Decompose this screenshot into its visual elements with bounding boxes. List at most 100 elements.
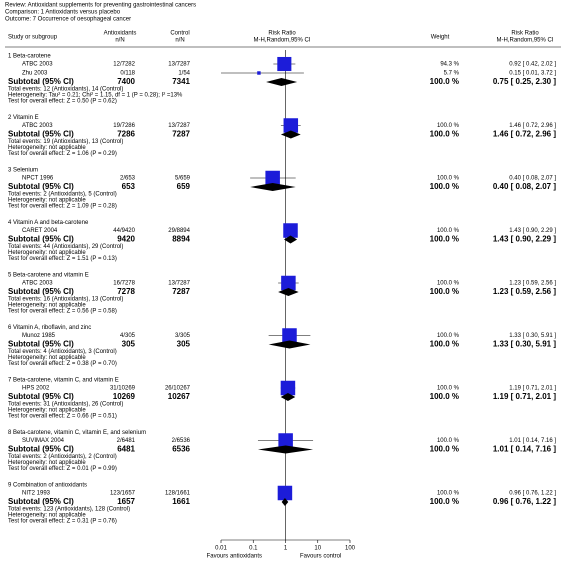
control-events: 13/7287 [168, 123, 190, 129]
group-note: Total events: 44 (Antioxidants), 29 (Con… [8, 244, 123, 250]
subtotal-diamond [266, 78, 298, 86]
group-note: Heterogeneity: not applicable [8, 460, 86, 466]
treatment-events: 12/7282 [113, 62, 135, 68]
study-name: NIT2 1993 [22, 491, 51, 497]
group-title: 6 Vitamin A, riboflavin, and zinc [8, 325, 91, 331]
group-note: Heterogeneity: Tau² = 0.21; Chi² = 1.15,… [8, 93, 183, 99]
group-note: Test for overall effect: Z = 0.56 (P = 0… [8, 309, 117, 315]
study-name: ATBC 2003 [22, 281, 53, 287]
group-note: Heterogeneity: not applicable [8, 355, 86, 361]
group-note: Test for overall effect: Z = 1.06 (P = 0… [8, 151, 117, 157]
subtotal-label: Subtotal (95% CI) [8, 340, 74, 349]
group-note: Total events: 4 (Antioxidants), 3 (Contr… [8, 349, 117, 355]
group-note: Total events: 16 (Antioxidants), 13 (Con… [8, 297, 123, 303]
study-square [283, 223, 298, 238]
study-ci: 1.01 [ 0.14, 7.16 ] [509, 438, 556, 444]
group-note: Heterogeneity: not applicable [8, 145, 86, 151]
study-name: ATBC 2003 [22, 123, 53, 129]
group-note: Total events: 12 (Antioxidants), 14 (Con… [8, 87, 123, 93]
study-ci: 1.46 [ 0.72, 2.96 ] [509, 123, 556, 129]
study-square [278, 433, 293, 448]
column-header: Risk Ratio [511, 31, 539, 37]
subtotal-weight: 100.0 % [430, 235, 459, 244]
subtotal-treatment: 305 [122, 340, 136, 349]
subtotal-weight: 100.0 % [430, 445, 459, 454]
study-name: HPS 2002 [22, 386, 50, 392]
subtotal-weight: 100.0 % [430, 287, 459, 296]
group-note: Heterogeneity: not applicable [8, 513, 86, 519]
study-weight: 100.0 % [437, 438, 460, 444]
study-name: SUVIMAX 2004 [22, 438, 65, 444]
subtotal-control: 7287 [172, 287, 190, 296]
treatment-events: 0/118 [120, 71, 135, 77]
study-name: ATBC 2003 [22, 62, 53, 68]
favours-label: Favours antioxidants [207, 554, 262, 560]
group-note: Total events: 2 (Antioxidants), 5 (Contr… [8, 192, 117, 198]
control-events: 13/7287 [168, 281, 190, 287]
x-tick-label: 0.1 [249, 546, 258, 552]
favours-label: Favours control [300, 554, 341, 560]
study-name: CARET 2004 [22, 228, 58, 234]
column-header: Weight [431, 35, 450, 41]
group-title: 8 Beta-carotene, vitamin C, vitamin E, a… [8, 430, 146, 436]
subtotal-label: Subtotal (95% CI) [8, 445, 74, 454]
column-header: Control [170, 31, 189, 37]
group-note: Test for overall effect: Z = 0.01 (P = 0… [8, 466, 117, 472]
group-note: Total events: 2 (Antioxidants), 2 (Contr… [8, 454, 117, 460]
control-events: 3/305 [175, 333, 191, 339]
subtotal-control: 6536 [172, 445, 190, 454]
column-header: n/N [115, 38, 124, 44]
subtotal-control: 1661 [172, 497, 190, 506]
study-ci: 1.33 [ 0.30, 5.91 ] [509, 333, 556, 339]
group-note: Total events: 19 (Antioxidants), 13 (Con… [8, 139, 123, 145]
control-events: 5/659 [175, 176, 191, 182]
group-note: Heterogeneity: not applicable [8, 303, 86, 309]
subtotal-label: Subtotal (95% CI) [8, 392, 74, 401]
subtotal-treatment: 7400 [117, 77, 135, 86]
study-ci: 1.19 [ 0.71, 2.01 ] [509, 386, 556, 392]
subtotal-diamond [250, 183, 296, 191]
column-header: n/N [175, 38, 184, 44]
group-title: 1 Beta-carotene [8, 54, 51, 60]
header-line: Outcome: 7 Occurrence of oesophageal can… [5, 17, 131, 23]
subtotal-diamond [257, 445, 314, 454]
subtotal-control: 305 [177, 340, 191, 349]
subtotal-treatment: 7278 [117, 287, 135, 296]
study-ci: 1.23 [ 0.59, 2.56 ] [509, 281, 556, 287]
column-header: M-H,Random,95% CI [496, 38, 553, 44]
subtotal-weight: 100.0 % [430, 497, 459, 506]
treatment-events: 31/10269 [110, 386, 136, 392]
study-weight: 100.0 % [437, 491, 460, 497]
treatment-events: 19/7286 [113, 123, 135, 129]
subtotal-control: 8894 [172, 235, 190, 244]
subtotal-diamond [278, 288, 299, 296]
subtotal-ci: 1.46 [ 0.72, 2.96 ] [493, 130, 556, 139]
study-weight: 100.0 % [437, 281, 460, 287]
subtotal-label: Subtotal (95% CI) [8, 130, 74, 139]
group-note: Heterogeneity: not applicable [8, 198, 86, 204]
study-square [277, 56, 292, 72]
study-square [257, 71, 261, 75]
study-ci: 0.92 [ 0.42, 2.02 ] [509, 62, 556, 68]
treatment-events: 16/7278 [113, 281, 135, 287]
treatment-events: 4/305 [120, 333, 136, 339]
subtotal-ci: 0.40 [ 0.08, 2.07 ] [493, 182, 556, 191]
group-note: Test for overall effect: Z = 0.50 (P = 0… [8, 99, 117, 105]
study-weight: 94.3 % [440, 62, 459, 68]
column-header: Study or subgroup [8, 35, 58, 41]
subtotal-label: Subtotal (95% CI) [8, 235, 74, 244]
subtotal-weight: 100.0 % [430, 392, 459, 401]
subtotal-ci: 0.75 [ 0.25, 2.30 ] [493, 77, 556, 86]
study-weight: 100.0 % [437, 333, 460, 339]
subtotal-ci: 1.23 [ 0.59, 2.56 ] [493, 287, 556, 296]
group-title: 7 Beta-carotene, vitamin C, and vitamin … [8, 378, 119, 384]
subtotal-treatment: 6481 [117, 445, 135, 454]
subtotal-control: 7287 [172, 130, 190, 139]
study-name: NPCT 1996 [22, 176, 54, 182]
study-square [282, 328, 297, 343]
subtotal-ci: 0.96 [ 0.76, 1.22 ] [493, 497, 556, 506]
study-name: Munoz 1985 [22, 333, 56, 339]
study-ci: 1.43 [ 0.90, 2.29 ] [509, 228, 556, 234]
